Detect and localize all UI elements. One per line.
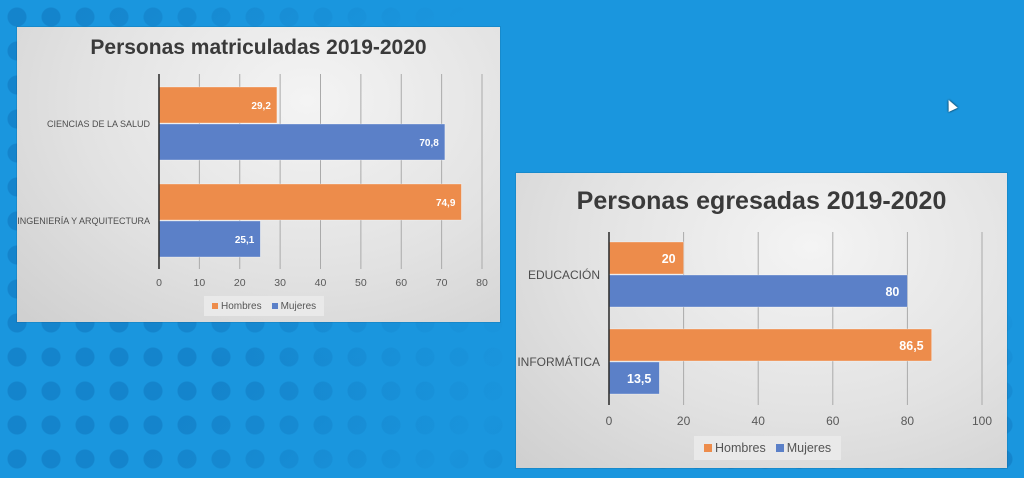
legend-label-hombres: Hombres [221, 300, 262, 312]
x-tick-label: 80 [901, 414, 915, 428]
category-label: INGENIERÍA Y ARQUITECTURA [17, 216, 150, 226]
chart-title: Personas egresadas 2019-2020 [576, 187, 947, 215]
x-tick-label: 10 [194, 277, 206, 289]
mouse-cursor-icon [944, 97, 958, 112]
x-tick-label: 0 [606, 414, 613, 428]
bar-mujeres [158, 123, 446, 161]
x-tick-label: 70 [436, 277, 448, 289]
x-tick-label: 20 [234, 277, 246, 289]
legend-label-hombres: Hombres [715, 441, 766, 455]
category-label: EDUCACIÓN [528, 267, 600, 282]
legend-swatch-mujeres [271, 303, 278, 309]
legend-label-mujeres: Mujeres [280, 300, 317, 312]
chart-legend: Hombres Mujeres [694, 436, 842, 460]
legend-item-mujeres: Mujeres [271, 300, 317, 312]
category-label: INFORMÁTICA [517, 354, 600, 369]
category-label: CIENCIAS DE LA SALUD [47, 119, 151, 129]
chart-personas-egresadas: Personas egresadas 2019-2020 0 20 40 60 80 10… [516, 173, 1007, 468]
chart-plot-area: 0 20 40 60 80 100 20 80 EDUCACIÓN 86,5 13,5 INFORMÁ… [517, 232, 992, 428]
x-tick-label: 0 [156, 277, 162, 289]
x-tick-label: 60 [826, 414, 840, 428]
data-label: 25,1 [235, 235, 255, 246]
chart-legend: Hombres Mujeres [204, 296, 325, 316]
legend-swatch-mujeres [775, 444, 784, 452]
x-tick-label: 60 [395, 277, 407, 289]
bar-hombres [158, 86, 278, 124]
legend-swatch-hombres [212, 303, 218, 309]
x-tick-label: 80 [476, 277, 488, 289]
data-label: 80 [885, 285, 899, 299]
data-label: 70,8 [419, 138, 439, 149]
bar-hombres [158, 183, 462, 221]
legend-label-mujeres: Mujeres [786, 441, 832, 455]
x-tick-label: 30 [274, 277, 286, 289]
data-label: 20 [662, 252, 676, 266]
x-tick-label: 100 [972, 414, 992, 428]
legend-item-hombres: Hombres [704, 441, 766, 455]
data-label: 13,5 [627, 372, 651, 386]
data-label: 74,9 [436, 198, 456, 209]
data-label: 29,2 [251, 101, 271, 112]
bar-hombres [608, 328, 932, 362]
bar-mujeres [608, 274, 908, 308]
chart-plot-area: 0 10 20 30 40 50 60 70 80 29,2 70,8 CIENCIAS DE LA … [17, 74, 488, 289]
legend-swatch-hombres [704, 444, 712, 452]
x-tick-label: 20 [677, 414, 691, 428]
legend-item-hombres: Hombres [212, 301, 262, 312]
x-tick-label: 50 [355, 277, 367, 289]
x-tick-label: 40 [315, 277, 327, 289]
chart-personas-matriculadas: Personas matriculadas 2019-2020 0 10 20 30 4… [17, 27, 500, 322]
legend-item-mujeres: Mujeres [775, 441, 832, 455]
chart-title: Personas matriculadas 2019-2020 [90, 36, 427, 59]
data-label: 86,5 [899, 339, 923, 353]
x-tick-label: 40 [752, 414, 766, 428]
